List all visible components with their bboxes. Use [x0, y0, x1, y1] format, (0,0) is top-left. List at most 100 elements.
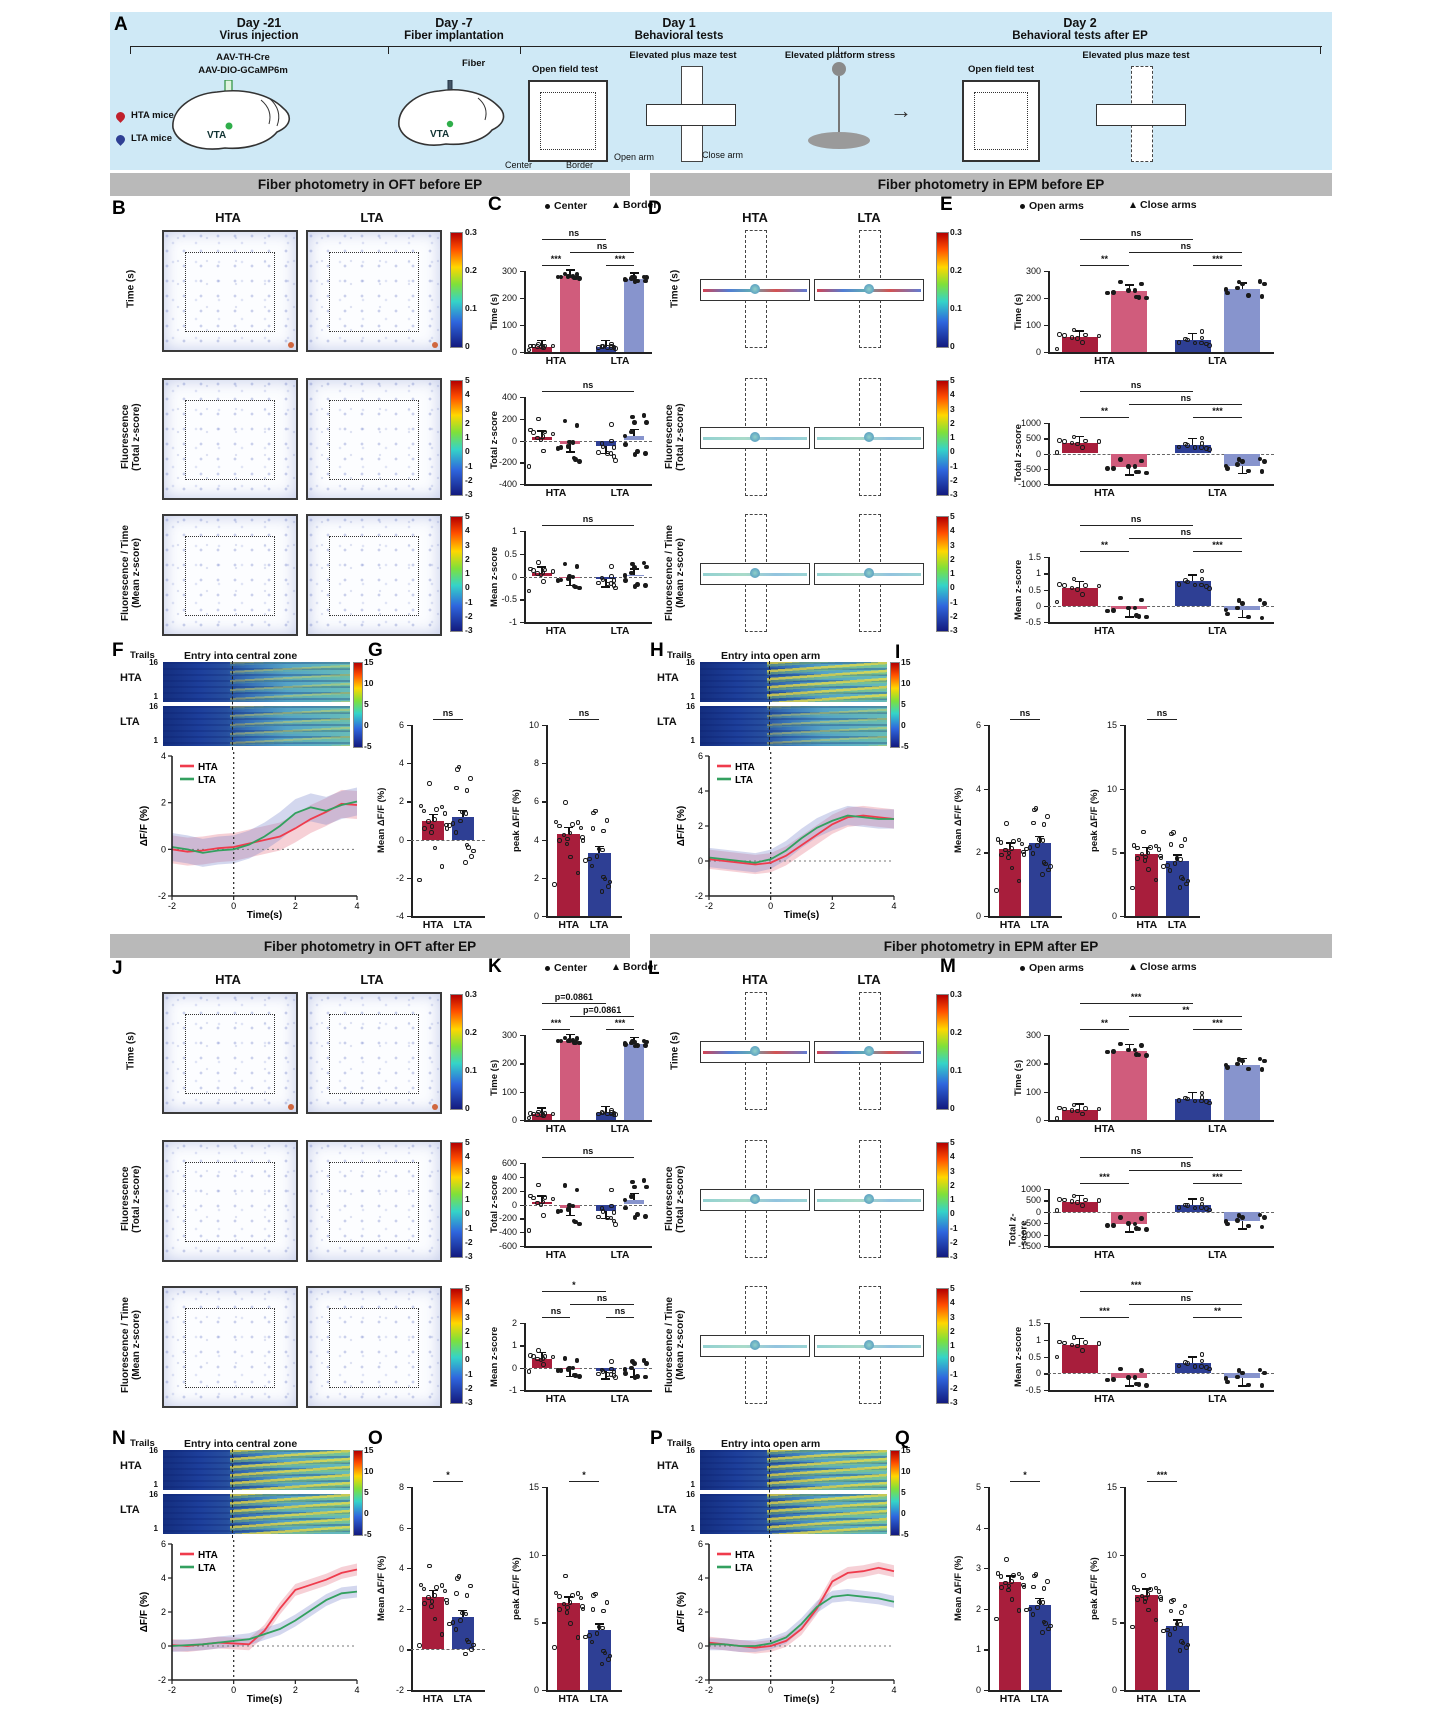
epm-heatmap-time-hta [700, 992, 810, 1110]
colorbar-ticks: 0.3 0.2 0.1 0 [950, 227, 962, 351]
chart-g-peak: 0 2 4 6 8 10 peak ΔF/F (%) HTA LTA ns [510, 700, 628, 932]
panel-l-col-lta: LTA [857, 972, 881, 987]
oft-heatmap-totalz-lta [306, 378, 442, 500]
svg-text:4: 4 [354, 901, 359, 911]
colorbar-ticks: 15 10 5 0 -5 [364, 657, 374, 751]
svg-text:0: 0 [231, 901, 236, 911]
colorbar [450, 516, 463, 632]
trails-rowmax: 16 [149, 658, 158, 667]
timeline-line [130, 46, 1322, 47]
oft-diagram-day2 [962, 80, 1040, 162]
trails-rowmin: 1 [153, 1524, 158, 1533]
row-label-total-z: Fluorescence (Total z-score) [663, 1165, 686, 1233]
epm-label-day2: Elevated plus maze test [1082, 50, 1190, 61]
svg-text:2: 2 [698, 1607, 703, 1617]
svg-text:-2: -2 [168, 1685, 176, 1695]
center-label: Center [505, 160, 533, 170]
oft-heatmap-meanz-hta [162, 514, 298, 636]
svg-text:ΔF/F (%): ΔF/F (%) [139, 806, 150, 847]
svg-text:HTA: HTA [735, 1550, 755, 1561]
trails-label: Trails [667, 1438, 692, 1449]
svg-text:Time(s): Time(s) [784, 910, 819, 921]
circle-marker-icon [1020, 203, 1025, 209]
colorbar-ticks: 5 4 3 2 1 0 -1 -2 -3 [950, 511, 958, 635]
panel-q-label: Q [895, 1428, 910, 1449]
event-line [232, 656, 233, 750]
svg-text:0: 0 [698, 1641, 703, 1651]
svg-text:2: 2 [293, 901, 298, 911]
colorbar [450, 380, 463, 496]
timeline-name-1: Virus injection [219, 30, 299, 42]
header-epm-after: Fiber photometry in EPM after EP [650, 934, 1332, 958]
brain-diagram-virus-injection: VTA [172, 80, 290, 150]
triangle-marker-icon [1130, 202, 1136, 208]
header-oft-before: Fiber photometry in OFT before EP [110, 173, 630, 196]
legend-close-arms: Close arms [1130, 199, 1197, 211]
panel-p-label: P [650, 1428, 663, 1449]
panel-b-col-lta: LTA [360, 210, 384, 225]
trails-heatmap-hta [163, 662, 350, 702]
svg-text:4: 4 [698, 1573, 703, 1583]
epm-heatmap-totalz-lta [814, 1140, 924, 1258]
trails-rowmax: 16 [149, 1490, 158, 1499]
legend-close-arms: Close arms [1130, 961, 1197, 973]
trace-chart-h: -2 0 2 4 6 -2 0 2 4 Time(s) ΔF/F (%) HTA LTA [675, 750, 902, 922]
oft-heatmap-meanz-lta [306, 514, 442, 636]
row-label-total-z: Fluorescence (Total z-score) [119, 1165, 142, 1233]
oft-heatmap-totalz-hta [162, 378, 298, 500]
trails-heatmap-hta [163, 1450, 350, 1490]
trails-rowmax: 16 [149, 702, 158, 711]
svg-text:ΔF/F (%): ΔF/F (%) [676, 1592, 687, 1633]
chart-e-meanz: -0.5 0 0.5 1 1.5 Mean z-score HTA LTA ** *** ns ns [1012, 506, 1280, 638]
epm-heatmap-time-lta [814, 230, 924, 348]
svg-text:0: 0 [768, 1685, 773, 1695]
trails-lta-label: LTA [120, 1504, 140, 1516]
oft-heatmap-meanz-lta [306, 1286, 442, 1408]
svg-text:2: 2 [293, 1685, 298, 1695]
row-label-total-z: Fluorescence (Total z-score) [663, 403, 686, 471]
epm-diagram-day2 [1096, 66, 1186, 162]
colorbar-ticks: 5 4 3 2 1 0 -1 -2 -3 [465, 511, 473, 635]
svg-text:0: 0 [161, 844, 166, 854]
row-label-time: Time (s) [669, 1031, 681, 1071]
svg-text:4: 4 [891, 1685, 896, 1695]
epm-heatmap-totalz-hta [700, 1140, 810, 1258]
trails-rowmin: 1 [153, 1480, 158, 1489]
trails-rowmin: 1 [690, 736, 695, 745]
border-label: Border [566, 160, 594, 170]
timeline-tick [838, 46, 839, 54]
svg-text:LTA: LTA [735, 775, 753, 786]
row-label-time: Time (s) [669, 269, 681, 309]
svg-text:0: 0 [231, 1685, 236, 1695]
svg-text:4: 4 [354, 1685, 359, 1695]
chart-c-totalz: -400 -200 0 200 400 Total z-score HTA LTA ns [488, 372, 658, 500]
legend-open-arms: Open arms [1020, 962, 1084, 974]
trace-chart-p: -2 0 2 4 6 -2 0 2 4 Time(s) ΔF/F (%) HTA LTA [675, 1538, 902, 1706]
triangle-marker-icon [613, 964, 619, 970]
panel-d-col-hta: HTA [742, 210, 768, 225]
trails-hta-label: HTA [120, 1460, 142, 1472]
circle-marker-icon [1020, 965, 1025, 971]
svg-text:6: 6 [161, 1539, 166, 1549]
svg-text:4: 4 [161, 1573, 166, 1583]
colorbar [936, 516, 949, 632]
chart-m-meanz: -0.5 0 0.5 1 1.5 Mean z-score HTA LTA *** ** ns *** [1012, 1272, 1280, 1406]
panel-b-col-hta: HTA [215, 210, 241, 225]
virus-label-2: AAV-DIO-GCaMP6m [198, 65, 288, 76]
chart-k-meanz: -1 0 1 2 Mean z-score HTA LTA ns ns ns * [488, 1272, 658, 1406]
trails-rowmax: 16 [686, 702, 695, 711]
colorbar-ticks: 0.3 0.2 0.1 0 [950, 989, 962, 1113]
svg-text:-2: -2 [168, 901, 176, 911]
svg-text:-2: -2 [695, 891, 703, 901]
timeline-tick [520, 46, 521, 54]
oft-label-day1: Open field test [532, 64, 598, 75]
svg-text:-2: -2 [158, 891, 166, 901]
event-line [232, 1444, 233, 1538]
event-line [769, 1444, 770, 1538]
close-arm-label: Close arm [702, 150, 744, 160]
svg-text:HTA: HTA [198, 762, 218, 773]
colorbar [450, 1288, 463, 1404]
row-label-mean-z: Fluorescence / Time (Mean z-score) [663, 525, 686, 621]
colorbar-ticks: 5 4 3 2 1 0 -1 -2 -3 [950, 1283, 958, 1407]
svg-text:-2: -2 [695, 1675, 703, 1685]
